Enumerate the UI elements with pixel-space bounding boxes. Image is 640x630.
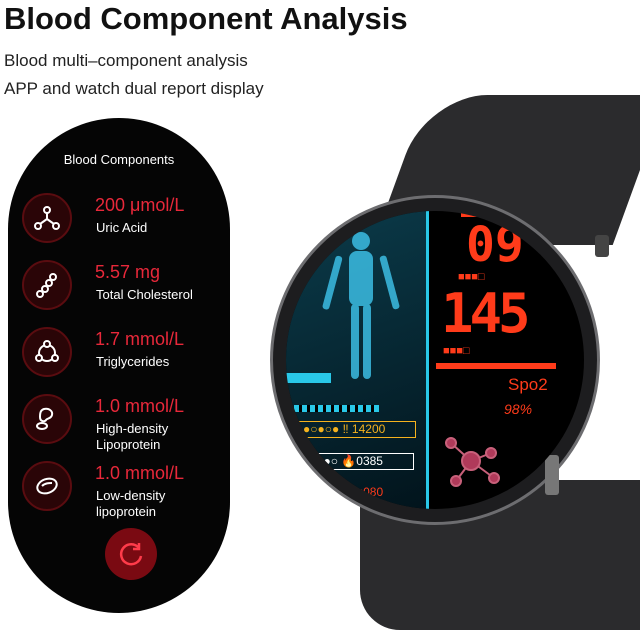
blood-components-panel: Blood Components 200 μmol/L Uric Acid 5.…	[8, 118, 230, 613]
molecule-graphic-icon	[445, 437, 500, 487]
molecule-chain-icon	[22, 260, 72, 310]
divider	[426, 211, 429, 509]
spo2-value: 98%	[504, 401, 533, 417]
hour-display: 09	[466, 217, 524, 273]
component-value: 1.0 mmol/L	[95, 463, 185, 483]
calories-dots: ●○●○ 🔥	[309, 454, 357, 468]
heart-rate-readout: ♥080	[356, 485, 383, 500]
indicator-squares: ■■■□	[443, 345, 470, 357]
orange-bar	[436, 363, 556, 369]
steps-readout: ●○●○● ‼ 14200	[298, 421, 416, 438]
refresh-icon	[119, 543, 143, 566]
cyan-bar	[286, 373, 331, 383]
component-label: Triglycerides	[96, 354, 170, 369]
steps-value: 14200	[351, 422, 386, 436]
calories-readout: ●○●○ 🔥0385	[304, 453, 414, 470]
component-label: Low-density lipoprotein	[96, 488, 166, 519]
calories-value: 0385	[356, 454, 383, 468]
indicator-squares: ■■■□	[458, 271, 485, 283]
component-value: 200 μmol/L	[95, 195, 185, 215]
spo2-label: Spo2	[508, 375, 548, 394]
cell-blob-icon	[22, 394, 72, 444]
progress-stripes	[294, 405, 379, 412]
component-value: 1.7 mmol/L	[95, 329, 185, 349]
component-label: Uric Acid	[96, 220, 148, 235]
watch-crown-button	[595, 235, 609, 257]
component-label: High-density Lipoprotein	[96, 421, 169, 452]
molecule-triangle-icon	[22, 193, 72, 243]
panel-title: Blood Components	[63, 152, 175, 167]
page-title: Blood Component Analysis	[4, 1, 408, 36]
orange-bar	[461, 211, 584, 217]
subtitle-2: APP and watch dual report display	[4, 79, 264, 98]
blood-cell-icon	[22, 461, 72, 511]
watch-side-button	[545, 455, 559, 495]
subtitle-1: Blood multi–component analysis	[4, 51, 248, 70]
heart-icon: ♥	[356, 485, 364, 499]
component-value: 5.57 mg	[95, 262, 161, 282]
watch-face: ●○●○● ‼ 14200 ●○●○ 🔥0385 ♥080 09 ■■■□ 14…	[286, 211, 584, 509]
heart-rate-value: 080	[363, 485, 384, 499]
body-scan-area: ●○●○● ‼ 14200 ●○●○ 🔥0385 ♥080	[286, 211, 426, 509]
component-label: Total Cholesterol	[96, 287, 193, 302]
refresh-button[interactable]	[105, 528, 157, 580]
minute-display: 145	[441, 282, 531, 345]
component-value: 1.0 mmol/L	[95, 396, 185, 416]
human-body-icon	[322, 232, 400, 379]
molecule-ring-icon	[22, 327, 72, 377]
steps-dots: ●○●○● ‼	[303, 422, 352, 436]
